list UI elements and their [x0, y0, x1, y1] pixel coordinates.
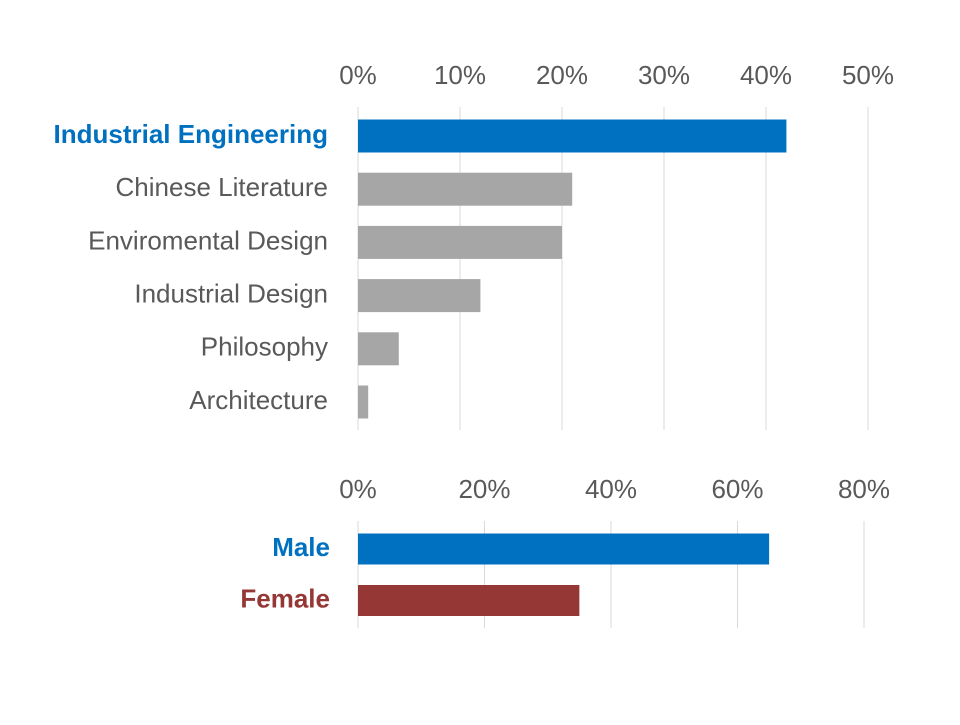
x-tick-label: 10%: [434, 60, 486, 90]
x-tick-label: 80%: [838, 474, 890, 504]
x-tick-label: 60%: [711, 474, 763, 504]
category-label: Male: [272, 532, 330, 562]
x-tick-label: 20%: [536, 60, 588, 90]
x-tick-label: 0%: [339, 60, 377, 90]
x-tick-label: 40%: [740, 60, 792, 90]
category-label: Philosophy: [201, 332, 328, 362]
bar: [358, 385, 369, 419]
category-label: Industrial Engineering: [54, 119, 328, 149]
x-tick-label: 40%: [585, 474, 637, 504]
category-label: Chinese Literature: [116, 172, 328, 202]
category-label: Female: [240, 583, 330, 613]
category-label: Architecture: [189, 385, 328, 415]
x-tick-label: 20%: [458, 474, 510, 504]
bar: [358, 332, 399, 366]
bar: [358, 533, 770, 565]
bar: [358, 172, 573, 206]
x-tick-label: 30%: [638, 60, 690, 90]
bar: [358, 585, 580, 616]
category-label: Industrial Design: [134, 278, 328, 308]
bar: [358, 279, 481, 313]
x-tick-label: 0%: [339, 474, 377, 504]
bar: [358, 225, 562, 259]
category-label: Enviromental Design: [88, 225, 328, 255]
x-tick-label: 50%: [842, 60, 894, 90]
bar: [358, 119, 787, 153]
